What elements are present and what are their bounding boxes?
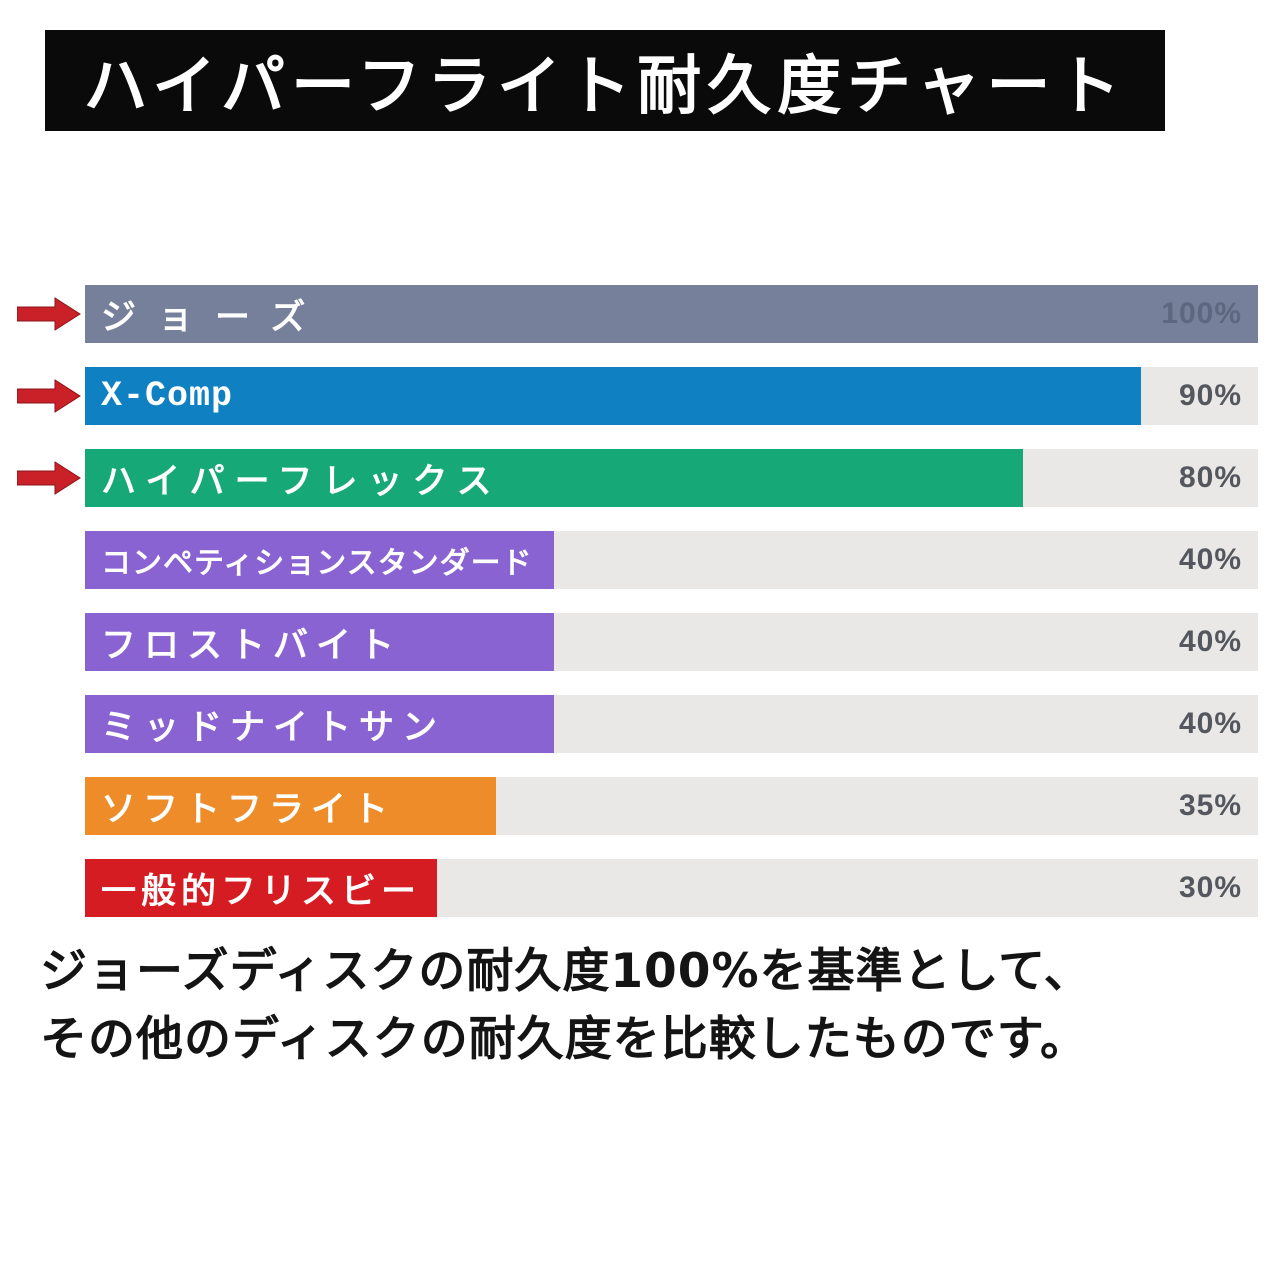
highlight-arrow-icon <box>17 297 81 331</box>
bar-track: コンペティションスタンダード 40% <box>85 531 1258 589</box>
bar-track: ジョーズ 100% <box>85 285 1258 343</box>
bar-value: 40% <box>1178 543 1242 576</box>
highlight-arrow-icon <box>17 379 81 413</box>
bar-label: X-Comp <box>101 376 234 416</box>
bar-fill: ジョーズ <box>85 285 1258 343</box>
bar-label: ハイパーフレックス <box>101 461 502 502</box>
chart-note: ジョーズディスクの耐久度100%を基準として、 その他のディスクの耐久度を比較し… <box>40 938 1092 1074</box>
chart-row: フロストバイト 40% <box>85 613 1258 671</box>
bar-fill: ソフトフライト <box>85 777 496 835</box>
bar-track: フロストバイト 40% <box>85 613 1258 671</box>
chart-row: コンペティションスタンダード 40% <box>85 531 1258 589</box>
bar-value: 90% <box>1178 379 1242 412</box>
chart-title-bar: ハイパーフライト耐久度チャート <box>45 30 1165 131</box>
bar-track: 一般的フリスビー 30% <box>85 859 1258 917</box>
bar-track: ソフトフライト 35% <box>85 777 1258 835</box>
bar-fill: コンペティションスタンダード <box>85 531 555 589</box>
bar-fill: 一般的フリスビー <box>85 859 437 917</box>
chart-row: 一般的フリスビー 30% <box>85 859 1258 917</box>
bar-label: ジョーズ <box>101 297 328 338</box>
highlight-arrow-icon <box>17 461 81 495</box>
bar-track: ミッドナイトサン 40% <box>85 695 1258 753</box>
bar-value: 80% <box>1178 461 1242 494</box>
chart-row: ソフトフライト 35% <box>85 777 1258 835</box>
note-line-2: その他のディスクの耐久度を比較したものです。 <box>40 1012 1089 1067</box>
bar-value: 30% <box>1178 871 1242 904</box>
chart-row: X-Comp 90% <box>17 367 1258 425</box>
bar-label: 一般的フリスビー <box>101 871 422 912</box>
bar-track: X-Comp 90% <box>85 367 1258 425</box>
chart-row: ハイパーフレックス 80% <box>17 449 1258 507</box>
bar-fill: X-Comp <box>85 367 1141 425</box>
bar-label: ソフトフライト <box>101 789 396 830</box>
bar-label: フロストバイト <box>101 625 403 666</box>
bar-fill: ミッドナイトサン <box>85 695 555 753</box>
bar-value: 35% <box>1178 789 1242 822</box>
chart-title: ハイパーフライト耐久度チャート <box>83 49 1127 124</box>
bar-value: 100% <box>1161 297 1242 330</box>
bar-track: ハイパーフレックス 80% <box>85 449 1258 507</box>
bar-fill: フロストバイト <box>85 613 555 671</box>
note-line-1: ジョーズディスクの耐久度100%を基準として、 <box>40 944 1092 999</box>
bar-chart: ジョーズ 100% X-Comp 90% <box>17 285 1258 941</box>
bar-value: 40% <box>1178 707 1242 740</box>
bar-fill: ハイパーフレックス <box>85 449 1024 507</box>
chart-row: ミッドナイトサン 40% <box>85 695 1258 753</box>
chart-row: ジョーズ 100% <box>17 285 1258 343</box>
bar-label: ミッドナイトサン <box>101 707 446 748</box>
bar-label: コンペティションスタンダード <box>101 546 533 581</box>
bar-value: 40% <box>1178 625 1242 658</box>
